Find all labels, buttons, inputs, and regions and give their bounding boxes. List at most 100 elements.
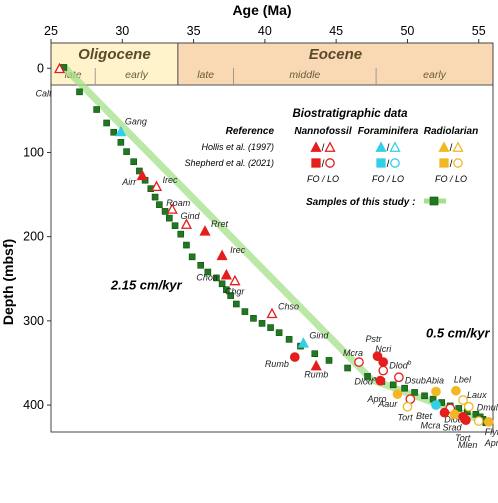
sample-point — [103, 119, 110, 127]
sample-point — [171, 222, 179, 230]
bio-event-label: Dloda — [354, 376, 377, 387]
sedimentation-rates: 2.15 cm/kyr 0.5 cm/kyr — [110, 278, 491, 341]
legend-circle-lo — [453, 158, 463, 168]
x-tick-label: 45 — [329, 24, 343, 38]
legend-samples-label: Samples of this study : — [306, 197, 415, 208]
epoch-subdivision-label: early — [125, 69, 149, 81]
bio-event-superscript: a — [373, 376, 377, 383]
legend-triangle-lo — [452, 141, 464, 152]
plot-frame — [50, 42, 494, 433]
bio-event-marker — [451, 385, 461, 396]
bio-event-marker — [392, 389, 403, 399]
y-axis-label: Depth (mbsf) — [0, 239, 16, 325]
epoch-label: Eocene — [309, 46, 362, 63]
legend-separator: / — [387, 143, 390, 154]
y-tick-label: 300 — [23, 314, 44, 328]
legend-separator: / — [322, 143, 325, 154]
y-tick-label: 400 — [23, 398, 44, 412]
sample-point — [188, 253, 196, 261]
bio-event-label: Dlod — [444, 414, 464, 424]
bio-event-marker — [378, 357, 389, 367]
legend-separator: / — [450, 159, 453, 170]
bio-event-marker — [394, 372, 404, 383]
legend-square-fo — [311, 158, 321, 168]
bio-event-label: Dlodb — [389, 360, 412, 371]
legend-group-name: Nannofossil — [294, 126, 351, 137]
bio-event-marker — [449, 409, 460, 420]
x-tick-label: 30 — [115, 24, 129, 38]
sample-point — [130, 158, 137, 166]
bio-event-marker — [431, 386, 441, 397]
x-axis-label: Age (Ma) — [232, 2, 291, 18]
bio-event-marker — [289, 352, 300, 362]
legend-group-name: Radiolarian — [424, 126, 478, 137]
bio-event-label: Mcra — [343, 348, 363, 358]
bio-event-label: Dmul — [477, 403, 498, 413]
sample-point — [177, 230, 185, 238]
sample-point — [250, 315, 257, 322]
legend-reference-header: Reference — [226, 126, 275, 137]
epoch-1 — [177, 42, 494, 86]
bio-event-marker — [115, 125, 127, 137]
bio-event-label: Apro — [366, 394, 386, 404]
bio-event-marker — [229, 274, 241, 286]
sample-point — [166, 214, 173, 222]
sample-point — [241, 308, 249, 315]
legend-triangle-fo — [438, 141, 450, 152]
sample-point — [123, 148, 130, 155]
bio-event-marker — [220, 268, 232, 280]
bio-event-label: Abia — [425, 376, 444, 386]
bio-event-label: Rumb — [265, 359, 289, 369]
y-tick-label: 200 — [23, 230, 44, 244]
legend-square-fo — [439, 158, 449, 168]
sample-point — [227, 292, 234, 299]
legend-sample-square — [429, 196, 439, 206]
bio-event-label: Gind — [180, 211, 200, 221]
bio-event-label: Mcra — [421, 421, 441, 431]
epoch-label: Oligocene — [78, 46, 151, 63]
legend-separator: / — [387, 159, 390, 170]
bio-event-label: Roam — [166, 198, 191, 208]
legend-circle-lo — [325, 158, 335, 168]
legend-fo-lo: FO / LO — [372, 174, 404, 184]
legend-fo-lo: FO / LO — [435, 174, 467, 184]
x-tick-label: 25 — [44, 24, 58, 38]
legend-group-name: Foraminifera — [358, 126, 419, 137]
axes: 25 30 35 40 45 50 55 0 100 200 300 400 — [23, 24, 494, 433]
bio-event-marker — [166, 203, 178, 214]
bio-event-label: Btet — [416, 411, 433, 421]
bio-event-label: Aaur — [377, 399, 398, 409]
legend-separator: / — [322, 159, 325, 170]
legend-circle-lo — [390, 158, 400, 168]
legend: Biostratigraphic data Reference Nannofos… — [184, 108, 478, 208]
bio-event-label: Chgr — [225, 286, 246, 296]
bio-event-label: Pstr — [366, 334, 383, 344]
legend-ref-2: Shepherd et al. (2021) — [184, 158, 274, 168]
legend-triangle-fo — [310, 141, 322, 152]
sample-point — [151, 193, 159, 201]
bio-event-marker — [378, 365, 389, 376]
epoch-subdivision-label: middle — [289, 69, 320, 81]
sample-point — [258, 320, 266, 327]
bio-event-marker — [372, 351, 383, 362]
sample-point — [285, 336, 293, 343]
sample-point — [401, 384, 408, 392]
sample-point — [223, 286, 230, 294]
bio-events: Calt Gang Airr Irec Roam Gind Rret Irec Choa Chgr… — [36, 62, 498, 450]
legend-ref-1: Hollis et al. (1997) — [201, 142, 274, 152]
bio-event-marker — [431, 400, 441, 410]
bio-event-marker — [310, 359, 322, 371]
bio-event-label: Airr — [121, 177, 137, 187]
bio-event-marker — [297, 337, 309, 348]
bio-event-label: Tort — [455, 433, 471, 443]
legend-triangle-fo — [375, 141, 387, 152]
y-tick-label: 0 — [37, 61, 44, 75]
bio-event-label: Irec — [163, 175, 179, 185]
legend-title: Biostratigraphic data — [292, 108, 408, 120]
sample-point — [364, 373, 371, 380]
bio-event-label: Flym — [485, 427, 498, 437]
bio-event-superscript: b — [408, 360, 412, 367]
bio-event-marker — [458, 395, 468, 405]
bio-event-label: Tort — [397, 413, 413, 423]
sample-point — [389, 381, 397, 389]
